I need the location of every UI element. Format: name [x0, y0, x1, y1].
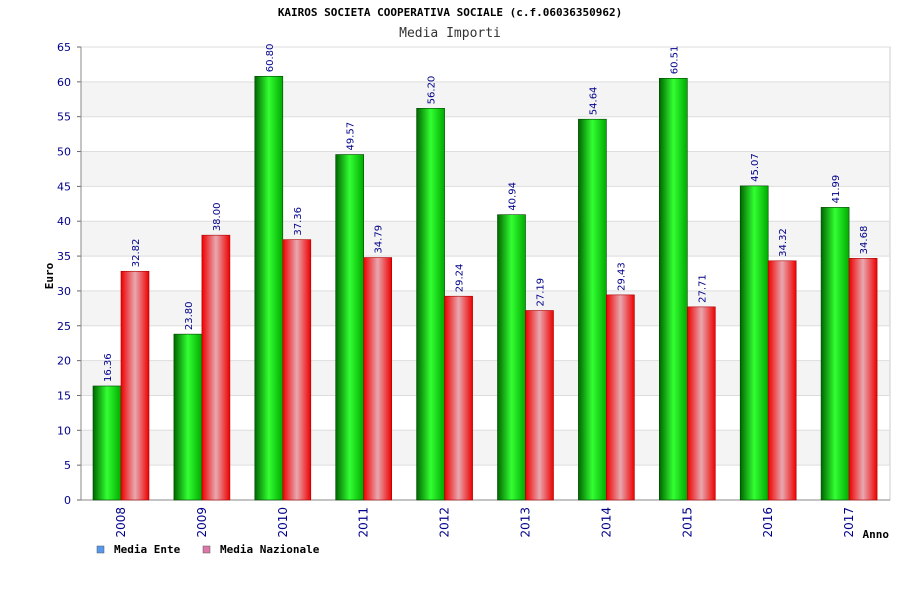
- value-label: 27.19: [536, 278, 547, 307]
- value-label: 60.51: [669, 46, 680, 75]
- y-tick-label: 15: [57, 389, 71, 402]
- x-tick-label: 2013: [519, 507, 533, 538]
- legend-label: Media Nazionale: [220, 543, 320, 556]
- x-tick-label: 2008: [114, 507, 128, 538]
- bar-media-ente-2010: [254, 75, 284, 501]
- value-label: 29.24: [455, 264, 466, 293]
- bar-media-nazionale-2013: [525, 310, 554, 501]
- value-label: 41.99: [831, 175, 842, 204]
- value-labels: 16.36 32.82 23.80 38.00 60.80 37.36 49.57 34.79…: [103, 44, 870, 382]
- y-tick-label: 50: [57, 146, 71, 159]
- y-tick-label: 65: [57, 41, 71, 54]
- y-tick-label: 0: [64, 494, 71, 507]
- value-label: 54.64: [588, 87, 599, 116]
- bar-media-nazionale-2017: [848, 258, 878, 501]
- x-tick-label: 2015: [680, 507, 694, 538]
- bar-media-nazionale-2008: [120, 270, 150, 501]
- y-tick-label: 25: [57, 320, 71, 333]
- y-axis-label: Euro: [43, 262, 56, 289]
- legend-label: Media Ente: [114, 543, 181, 556]
- x-tick-label: 2011: [357, 507, 371, 538]
- bar-media-ente-2008: [92, 385, 122, 501]
- value-label: 45.07: [750, 153, 761, 182]
- x-tick-label: 2016: [761, 507, 775, 538]
- bar-media-ente-2016: [739, 185, 769, 501]
- bar-media-ente-2017: [820, 207, 850, 501]
- bar-media-ente-2013: [497, 214, 526, 501]
- value-label: 34.79: [374, 225, 385, 254]
- chart-title: KAIROS SOCIETA COOPERATIVA SOCIALE (c.f.…: [278, 6, 622, 19]
- x-tick-label: 2017: [842, 507, 856, 538]
- bar-media-nazionale-2009: [201, 234, 231, 501]
- y-tick-label: 30: [57, 285, 71, 298]
- value-label: 38.00: [212, 203, 223, 232]
- value-label: 27.71: [697, 274, 708, 303]
- x-tick-label: 2014: [599, 507, 613, 538]
- value-label: 16.36: [103, 353, 114, 382]
- y-tick-label: 40: [57, 215, 71, 228]
- value-label: 32.82: [131, 239, 142, 268]
- x-tick-label: 2012: [438, 507, 452, 538]
- value-label: 23.80: [184, 301, 195, 330]
- bar-media-ente-2009: [173, 333, 203, 501]
- bars: [92, 75, 878, 501]
- value-label: 34.32: [778, 228, 789, 257]
- bar-media-nazionale-2016: [767, 260, 797, 501]
- value-label: 37.36: [293, 207, 304, 236]
- y-tick-label: 10: [57, 424, 71, 437]
- x-axis-ticks: 2008 2009 2010 2011 2012 2013 2014 2015 2016 2017: [114, 507, 856, 538]
- value-label: 49.57: [346, 122, 357, 151]
- x-tick-label: 2009: [195, 507, 209, 538]
- legend-swatch: [202, 545, 211, 554]
- y-tick-label: 55: [57, 111, 71, 124]
- bar-media-nazionale-2015: [686, 306, 716, 501]
- legend-swatch: [96, 545, 105, 554]
- bar-media-nazionale-2010: [282, 239, 312, 501]
- chart-subtitle: Media Importi: [399, 26, 501, 41]
- grid-band: [81, 151, 890, 187]
- grid-band: [81, 81, 890, 117]
- bar-media-nazionale-2011: [363, 257, 393, 501]
- bar-media-ente-2014: [578, 118, 607, 501]
- bar-media-nazionale-2012: [444, 295, 473, 501]
- y-tick-label: 60: [57, 76, 71, 89]
- value-label: 29.43: [616, 262, 627, 291]
- y-tick-label: 20: [57, 355, 71, 368]
- y-tick-label: 35: [57, 250, 71, 263]
- value-label: 56.20: [427, 76, 438, 105]
- legend: Media Ente Media Nazionale: [96, 543, 320, 556]
- bar-media-nazionale-2014: [606, 294, 635, 501]
- value-label: 34.68: [859, 226, 870, 255]
- bar-media-ente-2012: [416, 108, 445, 501]
- y-tick-label: 5: [64, 459, 71, 472]
- y-tick-label: 45: [57, 180, 71, 193]
- value-label: 40.94: [508, 182, 519, 211]
- x-tick-label: 2010: [276, 507, 290, 538]
- value-label: 60.80: [265, 44, 276, 73]
- bar-media-ente-2011: [335, 154, 365, 501]
- bar-media-ente-2015: [658, 77, 688, 501]
- x-axis-label: Anno: [863, 528, 890, 541]
